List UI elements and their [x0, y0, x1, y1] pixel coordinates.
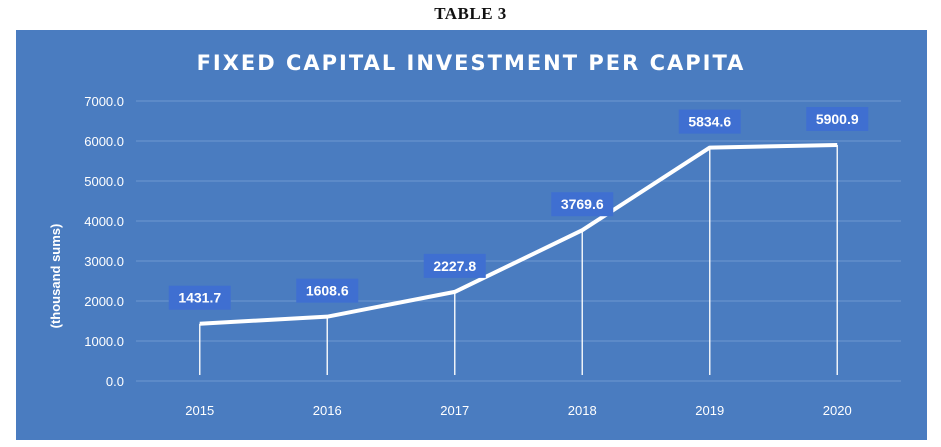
- y-axis-ticks: 0.0 1000.0 2000.0 3000.0 4000.0 5000.0 6000.0 7…: [84, 94, 124, 389]
- data-label-text: 3769.6: [561, 196, 604, 212]
- data-label: 1431.7: [168, 285, 231, 310]
- data-label-box: [296, 278, 359, 303]
- x-tick-label: 2018: [568, 403, 597, 418]
- y-tick-label: 6000.0: [84, 134, 124, 149]
- data-label-box: [806, 106, 869, 131]
- data-label-text: 5834.6: [688, 114, 731, 130]
- data-label: 3769.6: [551, 192, 614, 217]
- line-chart: FIXED CAPITAL INVESTMENT PER CAPITA 0.0 1…: [48, 51, 901, 418]
- chart-title: FIXED CAPITAL INVESTMENT PER CAPITA: [197, 51, 746, 75]
- data-label: 2227.8: [423, 253, 486, 278]
- y-tick-label: 1000.0: [84, 334, 124, 349]
- data-label-box: [423, 253, 486, 278]
- data-label-box: [168, 285, 231, 310]
- y-tick-label: 3000.0: [84, 254, 124, 269]
- y-axis-label: (thousand sums): [48, 224, 63, 329]
- data-label: 5834.6: [678, 109, 741, 134]
- y-tick-label: 7000.0: [84, 94, 124, 109]
- y-tick-label: 4000.0: [84, 214, 124, 229]
- x-tick-label: 2015: [185, 403, 214, 418]
- data-label: 1608.6: [296, 278, 359, 303]
- x-tick-label: 2016: [313, 403, 342, 418]
- x-tick-label: 2020: [823, 403, 852, 418]
- data-label-text: 5900.9: [816, 111, 859, 127]
- data-label-text: 2227.8: [433, 258, 476, 274]
- chart-panel: FIXED CAPITAL INVESTMENT PER CAPITA 0.0 1…: [16, 30, 927, 440]
- table-caption: TABLE 3: [434, 4, 507, 23]
- x-tick-label: 2019: [695, 403, 724, 418]
- series-line: [199, 142, 838, 326]
- grid-layer: [136, 100, 901, 382]
- data-label-box: [678, 109, 741, 134]
- x-tick-label: 2017: [440, 403, 469, 418]
- y-tick-label: 5000.0: [84, 174, 124, 189]
- data-label-text: 1608.6: [306, 283, 349, 299]
- drop-lines: [199, 144, 838, 375]
- data-label: 5900.9: [806, 106, 869, 131]
- x-axis-ticks: 2015 2016 2017 2018 2019 2020: [185, 403, 851, 418]
- data-label-text: 1431.7: [178, 290, 221, 306]
- y-tick-label: 0.0: [106, 374, 124, 389]
- y-tick-label: 2000.0: [84, 294, 124, 309]
- data-labels: 1431.7 1608.6 2227.8 3769.6 5834.6 5900.9: [168, 106, 869, 310]
- data-label-box: [551, 192, 614, 217]
